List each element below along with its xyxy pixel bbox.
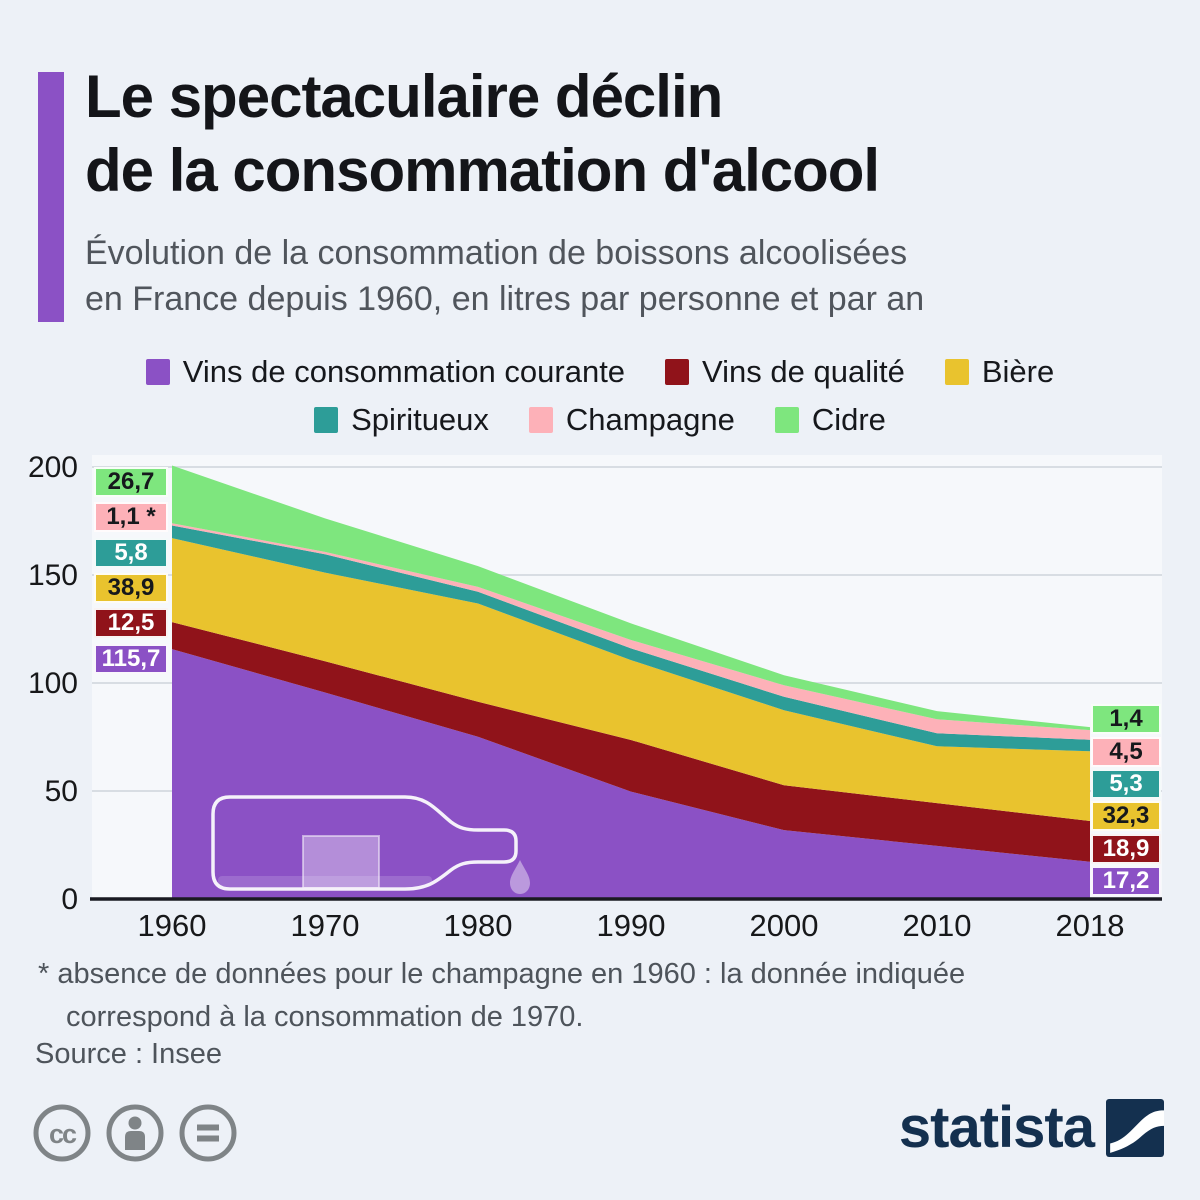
title-accent-bar xyxy=(38,72,64,322)
x-tick-label-1980: 1980 xyxy=(443,908,513,943)
equals-icon xyxy=(179,1104,237,1162)
legend-item: Vins de qualité xyxy=(665,354,905,390)
legend-label: Vins de consommation courante xyxy=(182,354,626,389)
legend-row-2: Spiritueux Champagne Cidre xyxy=(0,396,1200,444)
statista-wordmark: statista xyxy=(898,1095,1095,1160)
cc-icon: cc xyxy=(33,1104,91,1162)
x-tick-label-2010: 2010 xyxy=(902,908,972,943)
x-tick-label-2000: 2000 xyxy=(749,908,819,943)
title-line1: Le spectaculaire déclin xyxy=(85,63,723,130)
source-note: Source : Insee xyxy=(35,1038,222,1070)
wine-bottle-watermark xyxy=(211,795,530,894)
legend-label: Champagne xyxy=(565,402,735,437)
value-label-cidre: 26,7 xyxy=(94,467,168,497)
value-label-bi-re: 38,9 xyxy=(94,573,168,603)
value-label-spiritueux: 5,8 xyxy=(94,538,168,568)
legend-label: Bière xyxy=(981,354,1055,389)
x-tick-label-1960: 1960 xyxy=(137,908,207,943)
footnote: * absence de données pour le champagne e… xyxy=(38,953,965,1039)
value-label-spiritueux: 5,3 xyxy=(1091,769,1161,799)
subtitle-line2: en France depuis 1960, en litres par per… xyxy=(85,280,925,318)
legend-swatch-icon xyxy=(145,359,170,385)
legend-swatch-icon xyxy=(774,407,799,433)
y-tick-label-0: 0 xyxy=(61,883,78,916)
page-subtitle: Évolution de la consommation de boissons… xyxy=(85,230,924,322)
chart-legend: Vins de consommation courante Vins de qua… xyxy=(0,348,1200,444)
x-tick-label-1990: 1990 xyxy=(596,908,666,943)
value-label-vins-de-consommation-courante: 17,2 xyxy=(1091,866,1161,896)
svg-text:cc: cc xyxy=(49,1119,77,1149)
legend-label: Vins de qualité xyxy=(702,354,905,389)
legend-item: Cidre xyxy=(774,402,886,438)
value-label-cidre: 1,4 xyxy=(1091,704,1161,734)
area-band-vins-de-consommation-courante xyxy=(172,649,1090,899)
legend-label: Spiritueux xyxy=(351,402,489,437)
area-band-spiritueux xyxy=(172,525,1090,752)
attribution-person-icon xyxy=(106,1104,164,1162)
value-label-champagne: 1,1 * xyxy=(94,502,168,532)
legend-swatch-icon xyxy=(944,359,969,385)
y-tick-label-100: 100 xyxy=(27,667,78,700)
y-tick-label-200: 200 xyxy=(27,451,78,484)
statista-mark-icon xyxy=(1106,1099,1164,1157)
statista-logo: statista xyxy=(899,1098,1164,1158)
value-label-champagne: 4,5 xyxy=(1091,737,1161,767)
footnote-line1: * absence de données pour le champagne e… xyxy=(38,958,966,990)
y-tick-label-150: 150 xyxy=(27,559,78,592)
subtitle-line1: Évolution de la consommation de boissons… xyxy=(85,234,908,272)
legend-item: Vins de consommation courante xyxy=(145,354,626,390)
x-tick-label-2018: 2018 xyxy=(1055,908,1125,943)
value-label-bi-re: 32,3 xyxy=(1091,801,1161,831)
page-title: Le spectaculaire déclin de la consommati… xyxy=(85,60,880,208)
area-band-bi-re xyxy=(172,538,1090,821)
x-tick-label-1970: 1970 xyxy=(290,908,360,943)
legend-swatch-icon xyxy=(665,359,690,385)
legend-swatch-icon xyxy=(528,407,553,433)
value-label-vins-de-consommation-courante: 115,7 xyxy=(94,644,168,674)
legend-item: Champagne xyxy=(528,402,735,438)
cc-license-icons: cc xyxy=(32,1103,238,1163)
footnote-line2: correspond à la consommation de 1970. xyxy=(66,1001,584,1033)
area-band-vins-de-qualit- xyxy=(172,622,1090,862)
legend-label: Cidre xyxy=(811,402,886,437)
value-label-vins-de-qualit-: 12,5 xyxy=(94,608,168,638)
value-label-vins-de-qualit-: 18,9 xyxy=(1091,834,1161,864)
legend-item: Spiritueux xyxy=(314,402,489,438)
legend-row-1: Vins de consommation courante Vins de qua… xyxy=(0,348,1200,396)
legend-swatch-icon xyxy=(314,407,339,433)
legend-item: Bière xyxy=(944,354,1055,390)
y-tick-label-50: 50 xyxy=(44,775,78,808)
title-line2: de la consommation d'alcool xyxy=(85,137,880,204)
